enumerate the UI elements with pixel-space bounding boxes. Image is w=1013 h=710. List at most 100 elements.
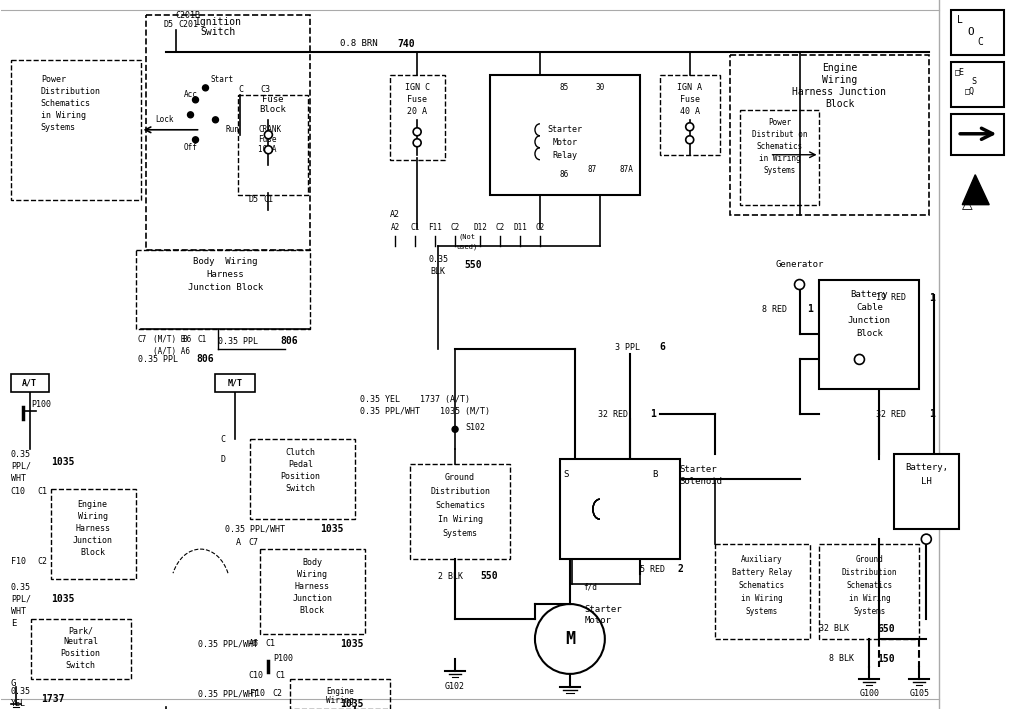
- Text: WHT: WHT: [11, 474, 25, 483]
- Circle shape: [192, 97, 199, 103]
- Text: Distribution: Distribution: [41, 87, 100, 97]
- Text: D5: D5: [163, 21, 173, 29]
- Text: Fuse: Fuse: [407, 95, 427, 104]
- Text: C10: C10: [11, 486, 25, 496]
- Text: YEL: YEL: [11, 699, 25, 709]
- Text: Power: Power: [41, 75, 66, 84]
- Text: 1035: 1035: [320, 524, 343, 534]
- Text: P100: P100: [30, 400, 51, 409]
- Text: 0.35 PPL/WHT: 0.35 PPL/WHT: [361, 407, 420, 416]
- Text: 32 RED: 32 RED: [876, 410, 907, 419]
- Text: BLK: BLK: [431, 267, 446, 276]
- Text: M: M: [565, 630, 575, 648]
- Text: 740: 740: [397, 39, 414, 49]
- Text: D12: D12: [473, 223, 487, 232]
- Text: 87: 87: [588, 165, 597, 174]
- Text: Cable: Cable: [856, 303, 883, 312]
- Text: 0.35 PPL/WHT: 0.35 PPL/WHT: [226, 525, 286, 534]
- Text: Systems: Systems: [443, 529, 477, 537]
- Circle shape: [203, 85, 209, 91]
- Polygon shape: [951, 10, 1004, 55]
- Circle shape: [794, 280, 804, 290]
- Circle shape: [192, 137, 199, 143]
- Polygon shape: [894, 454, 959, 529]
- Text: C7: C7: [248, 537, 258, 547]
- Text: Wiring: Wiring: [822, 75, 857, 85]
- Text: 20 A: 20 A: [407, 107, 427, 116]
- Circle shape: [187, 111, 193, 118]
- Text: Auxiliary: Auxiliary: [741, 555, 782, 564]
- Text: A: A: [235, 537, 240, 547]
- Text: Wiring: Wiring: [326, 697, 355, 705]
- Text: IGN A: IGN A: [678, 83, 702, 92]
- Text: Junction Block: Junction Block: [187, 283, 263, 292]
- Text: Harness Junction: Harness Junction: [792, 87, 886, 97]
- Text: D: D: [221, 454, 226, 464]
- Text: Engine: Engine: [326, 687, 355, 697]
- Text: Fuse: Fuse: [258, 136, 277, 144]
- Text: 550: 550: [464, 260, 482, 270]
- Text: 6: 6: [659, 342, 666, 352]
- Text: S102: S102: [465, 423, 485, 432]
- Text: Junction: Junction: [293, 594, 332, 603]
- Text: E: E: [11, 620, 16, 628]
- Text: Harness: Harness: [207, 270, 244, 279]
- Text: Battery,: Battery,: [905, 463, 948, 471]
- Text: Schematics: Schematics: [435, 501, 485, 510]
- Text: □Q: □Q: [965, 87, 976, 97]
- Text: Ground: Ground: [856, 555, 883, 564]
- Text: Systems: Systems: [41, 124, 76, 132]
- Text: G: G: [11, 679, 16, 689]
- Text: △: △: [962, 197, 972, 212]
- Text: (Not: (Not: [459, 234, 475, 240]
- Text: C: C: [978, 37, 983, 47]
- Circle shape: [854, 354, 864, 364]
- Text: 806: 806: [281, 337, 298, 346]
- Polygon shape: [216, 374, 255, 393]
- Text: Switch: Switch: [286, 484, 315, 493]
- Text: Block: Block: [300, 606, 325, 615]
- Text: 1: 1: [649, 410, 655, 420]
- Text: Wiring: Wiring: [78, 512, 107, 520]
- Text: Block: Block: [80, 547, 105, 557]
- Text: 8 RED: 8 RED: [762, 305, 786, 314]
- Text: 0.8 BRN: 0.8 BRN: [340, 40, 378, 48]
- Text: (A/T) A6: (A/T) A6: [153, 347, 189, 356]
- Text: Systems: Systems: [746, 606, 778, 616]
- Text: Ground: Ground: [445, 473, 475, 481]
- Text: C7: C7: [138, 335, 147, 344]
- Text: Engine: Engine: [78, 500, 107, 508]
- Text: 650: 650: [877, 624, 895, 634]
- Text: D5: D5: [248, 195, 258, 204]
- Text: 1035: 1035: [340, 639, 364, 649]
- Text: CRANK: CRANK: [258, 125, 282, 134]
- Text: Block: Block: [856, 329, 883, 338]
- Text: O: O: [967, 27, 975, 37]
- Text: Wiring: Wiring: [297, 569, 327, 579]
- Text: F10: F10: [250, 689, 265, 699]
- Text: G100: G100: [859, 689, 879, 699]
- Text: WHT: WHT: [11, 606, 25, 616]
- Text: 0.35 PPL/WHT: 0.35 PPL/WHT: [199, 689, 258, 699]
- Text: Systems: Systems: [764, 166, 796, 175]
- Circle shape: [452, 426, 458, 432]
- Text: In Wiring: In Wiring: [438, 515, 482, 524]
- Text: Battery Relay: Battery Relay: [731, 567, 791, 577]
- Text: □E: □E: [955, 67, 965, 77]
- Text: Battery: Battery: [851, 290, 888, 299]
- Text: 150: 150: [877, 654, 895, 664]
- Text: Run: Run: [226, 125, 239, 134]
- Polygon shape: [490, 75, 640, 195]
- Text: PPL/: PPL/: [11, 594, 30, 604]
- Text: Off: Off: [183, 143, 198, 152]
- Text: P100: P100: [274, 655, 294, 663]
- Text: C1: C1: [265, 640, 276, 648]
- Text: Junction: Junction: [73, 535, 112, 545]
- Text: C2: C2: [37, 557, 48, 566]
- Text: C2: C2: [495, 223, 504, 232]
- Text: in Wiring: in Wiring: [41, 111, 86, 120]
- Text: C2: C2: [535, 223, 545, 232]
- Text: Solenoid: Solenoid: [680, 476, 722, 486]
- Text: (M/T) B: (M/T) B: [153, 335, 185, 344]
- Text: 1: 1: [929, 410, 935, 420]
